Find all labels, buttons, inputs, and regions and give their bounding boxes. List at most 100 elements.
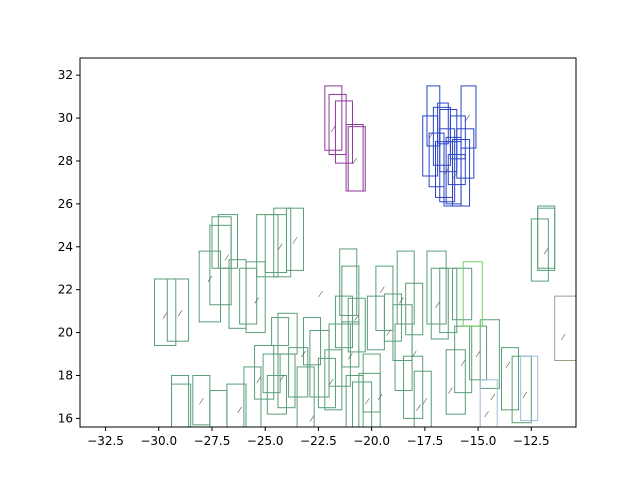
point-7 bbox=[279, 374, 285, 381]
box-green-28 bbox=[347, 297, 366, 353]
point-11 bbox=[354, 314, 359, 321]
chart-marks bbox=[154, 85, 576, 427]
point-21 bbox=[484, 410, 489, 418]
box-blue-6 bbox=[460, 85, 477, 149]
box-green-62 bbox=[262, 353, 281, 394]
box-green-14 bbox=[271, 317, 290, 346]
point-22 bbox=[490, 393, 496, 401]
point-31 bbox=[465, 114, 470, 122]
series-lime bbox=[462, 261, 483, 327]
box-purple-4 bbox=[347, 126, 366, 192]
box-green-44 bbox=[439, 267, 458, 334]
series-green bbox=[154, 205, 556, 427]
point-20 bbox=[475, 350, 481, 358]
box-green-40 bbox=[405, 282, 424, 336]
series-blue bbox=[422, 85, 477, 207]
y-tick-label-1: 18 bbox=[58, 369, 73, 383]
point-38 bbox=[416, 404, 421, 411]
point-27 bbox=[352, 157, 357, 165]
point-18 bbox=[448, 387, 453, 394]
box-green-39 bbox=[403, 355, 424, 419]
box-green-23 bbox=[328, 323, 351, 387]
box-blue-12 bbox=[449, 115, 466, 160]
x-tick-label-3: −25.0 bbox=[247, 434, 284, 448]
y-tick-label-5: 26 bbox=[58, 197, 73, 211]
box-green-11 bbox=[273, 207, 292, 278]
box-green-57 bbox=[171, 383, 192, 427]
box-gray-0 bbox=[554, 295, 576, 361]
box-green-32 bbox=[362, 353, 381, 413]
plot-area bbox=[80, 58, 576, 427]
box-green-52 bbox=[530, 218, 549, 282]
point-37 bbox=[365, 398, 370, 405]
point-6 bbox=[292, 237, 298, 244]
point-34 bbox=[237, 406, 242, 414]
x-tick-label-0: −32.5 bbox=[87, 434, 124, 448]
point-26 bbox=[331, 125, 336, 132]
point-28 bbox=[428, 132, 434, 139]
x-axis: −32.5 −30.0 −27.5 −25.0 −22.5 −20.0 −17.5 −15.0… bbox=[87, 427, 550, 448]
plot-frame bbox=[79, 57, 577, 428]
point-30 bbox=[452, 172, 457, 180]
x-tick-label-6: −17.5 bbox=[406, 434, 443, 448]
y-tick-label-7: 30 bbox=[58, 111, 73, 125]
y-tick-label-3: 22 bbox=[58, 283, 73, 297]
point-9 bbox=[328, 378, 334, 386]
point-5 bbox=[277, 243, 283, 250]
point-3 bbox=[224, 254, 230, 261]
box-green-45 bbox=[445, 349, 466, 415]
y-tick-label-8: 32 bbox=[58, 68, 73, 82]
box-green-54 bbox=[537, 207, 556, 269]
point-19 bbox=[460, 359, 466, 366]
y-axis: 16 18 20 22 24 26 28 30 32 bbox=[58, 68, 80, 425]
box-green-17 bbox=[288, 347, 309, 398]
box-lightblue-1 bbox=[520, 355, 539, 422]
y-tick-label-0: 16 bbox=[58, 411, 73, 425]
box-green-26 bbox=[341, 265, 360, 325]
box-green-25 bbox=[341, 321, 360, 368]
point-39 bbox=[318, 290, 323, 298]
box-green-42 bbox=[426, 250, 447, 325]
point-32 bbox=[560, 333, 566, 341]
point-15 bbox=[411, 350, 417, 358]
point-10 bbox=[348, 353, 353, 360]
box-purple-0 bbox=[324, 85, 343, 151]
box-green-0 bbox=[154, 278, 177, 346]
box-green-60 bbox=[243, 366, 262, 427]
box-blue-2 bbox=[437, 102, 449, 145]
x-tick-label-5: −20.0 bbox=[353, 434, 390, 448]
box-green-19 bbox=[303, 317, 322, 366]
y-tick-label-6: 28 bbox=[58, 154, 73, 168]
point-1 bbox=[177, 310, 183, 317]
point-40 bbox=[380, 286, 385, 293]
box-green-16 bbox=[277, 312, 298, 355]
box-green-59 bbox=[226, 383, 247, 427]
box-green-1 bbox=[166, 278, 190, 342]
point-23 bbox=[505, 361, 511, 368]
box-green-8 bbox=[245, 261, 266, 334]
box-green-30 bbox=[351, 381, 373, 427]
point-8 bbox=[301, 350, 306, 358]
x-tick-label-4: −22.5 bbox=[300, 434, 337, 448]
y-tick-label-2: 20 bbox=[58, 326, 73, 340]
y-tick-label-4: 24 bbox=[58, 240, 73, 254]
box-blue-14 bbox=[428, 132, 445, 188]
point-33 bbox=[199, 398, 204, 405]
box-green-21 bbox=[317, 357, 336, 409]
box-green-13 bbox=[266, 375, 287, 415]
series-lightblue bbox=[479, 355, 539, 427]
point-0 bbox=[162, 312, 168, 319]
box-green-22 bbox=[324, 349, 343, 411]
series-purple bbox=[324, 85, 366, 192]
box-lightblue-0 bbox=[479, 379, 498, 427]
point-17 bbox=[435, 301, 440, 308]
point-29 bbox=[443, 168, 449, 175]
box-green-47 bbox=[452, 267, 473, 321]
x-tick-label-7: −15.0 bbox=[460, 434, 497, 448]
point-4 bbox=[254, 297, 259, 304]
x-tick-label-2: −27.5 bbox=[194, 434, 231, 448]
point-24 bbox=[522, 391, 528, 398]
series-gray bbox=[554, 295, 576, 361]
box-green-7 bbox=[239, 267, 258, 325]
